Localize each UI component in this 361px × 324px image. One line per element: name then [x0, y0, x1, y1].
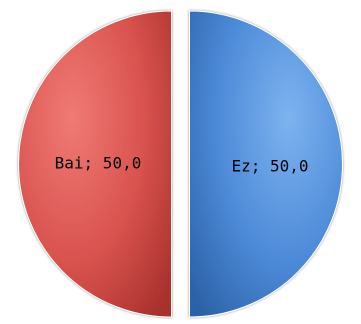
slice-label-bai: Bai; 50,0 [55, 154, 142, 173]
slice-label-ez: Ez; 50,0 [231, 157, 308, 176]
